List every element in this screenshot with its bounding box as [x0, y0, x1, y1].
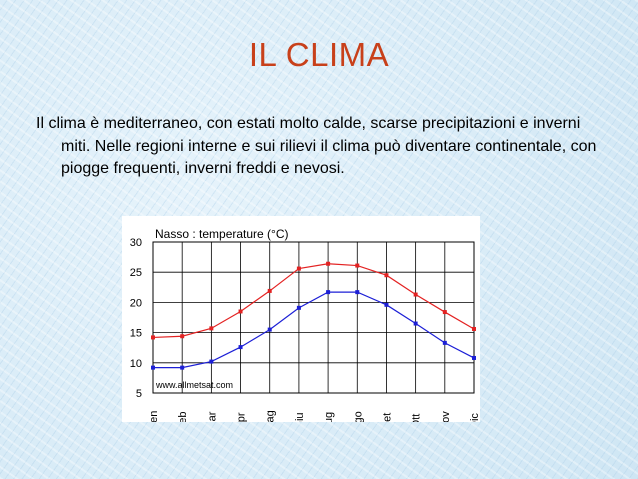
x-tick-label: Nov: [440, 411, 452, 422]
x-tick-label: Apr: [236, 412, 248, 422]
series-max-point: [267, 288, 272, 293]
series-max-point: [296, 266, 301, 271]
y-tick-label: 20: [130, 297, 142, 309]
series-min-point: [238, 345, 243, 350]
series-min-point: [326, 290, 331, 295]
x-tick-label: Gen: [148, 411, 160, 422]
series-min-point: [296, 305, 301, 310]
series-max-point: [413, 292, 418, 297]
x-tick-label: Ott: [411, 414, 423, 422]
series-min-point: [180, 365, 185, 370]
series-min-point: [151, 365, 155, 370]
series-max-point: [472, 326, 476, 331]
y-tick-label: 5: [136, 388, 142, 400]
series-max-point: [180, 334, 185, 339]
series-min-point: [442, 340, 447, 345]
series-max-point: [326, 261, 331, 266]
series-max-point: [384, 273, 389, 278]
series-max-point: [355, 263, 360, 268]
y-tick-label: 10: [130, 358, 142, 370]
chart-title: Nasso : temperature (°C): [155, 227, 289, 241]
series-max-point: [151, 335, 155, 340]
x-tick-label: Giu: [294, 412, 306, 422]
series-max-point: [238, 309, 243, 314]
series-min-point: [355, 290, 360, 295]
series-max-point: [209, 326, 214, 331]
x-tick-label: Mar: [206, 411, 218, 422]
series-min-line: [153, 291, 475, 369]
chart-watermark: www.allmetsat.com: [155, 380, 233, 390]
x-tick-label: Set: [381, 413, 393, 422]
temperature-chart: 5 10 15 20 25 30 Gen Feb Mar Apr Mag Giu Lug Ago Set Ot…: [122, 216, 480, 422]
series-min-point: [384, 302, 389, 307]
series-max-point: [442, 310, 447, 315]
slide-title: IL CLIMA: [248, 36, 390, 73]
series-max-line: [152, 263, 475, 339]
x-tick-label: Mag: [265, 410, 277, 422]
x-tick-label: Feb: [177, 412, 189, 422]
x-tick-label: Dic: [469, 413, 480, 422]
series-min-point: [472, 355, 476, 360]
body-paragraph: Il clima è mediterraneo, con estati molt…: [36, 115, 597, 177]
y-tick-label: 15: [130, 328, 142, 340]
series-min-point: [267, 327, 272, 332]
y-tick-label: 30: [130, 237, 142, 249]
y-tick-label: 25: [130, 267, 142, 279]
plot-area: [152, 241, 475, 394]
x-tick-label: Lug: [323, 412, 335, 422]
x-tick-label: Ago: [352, 411, 364, 422]
series-min-point: [209, 359, 214, 364]
series-min-point: [413, 321, 418, 326]
